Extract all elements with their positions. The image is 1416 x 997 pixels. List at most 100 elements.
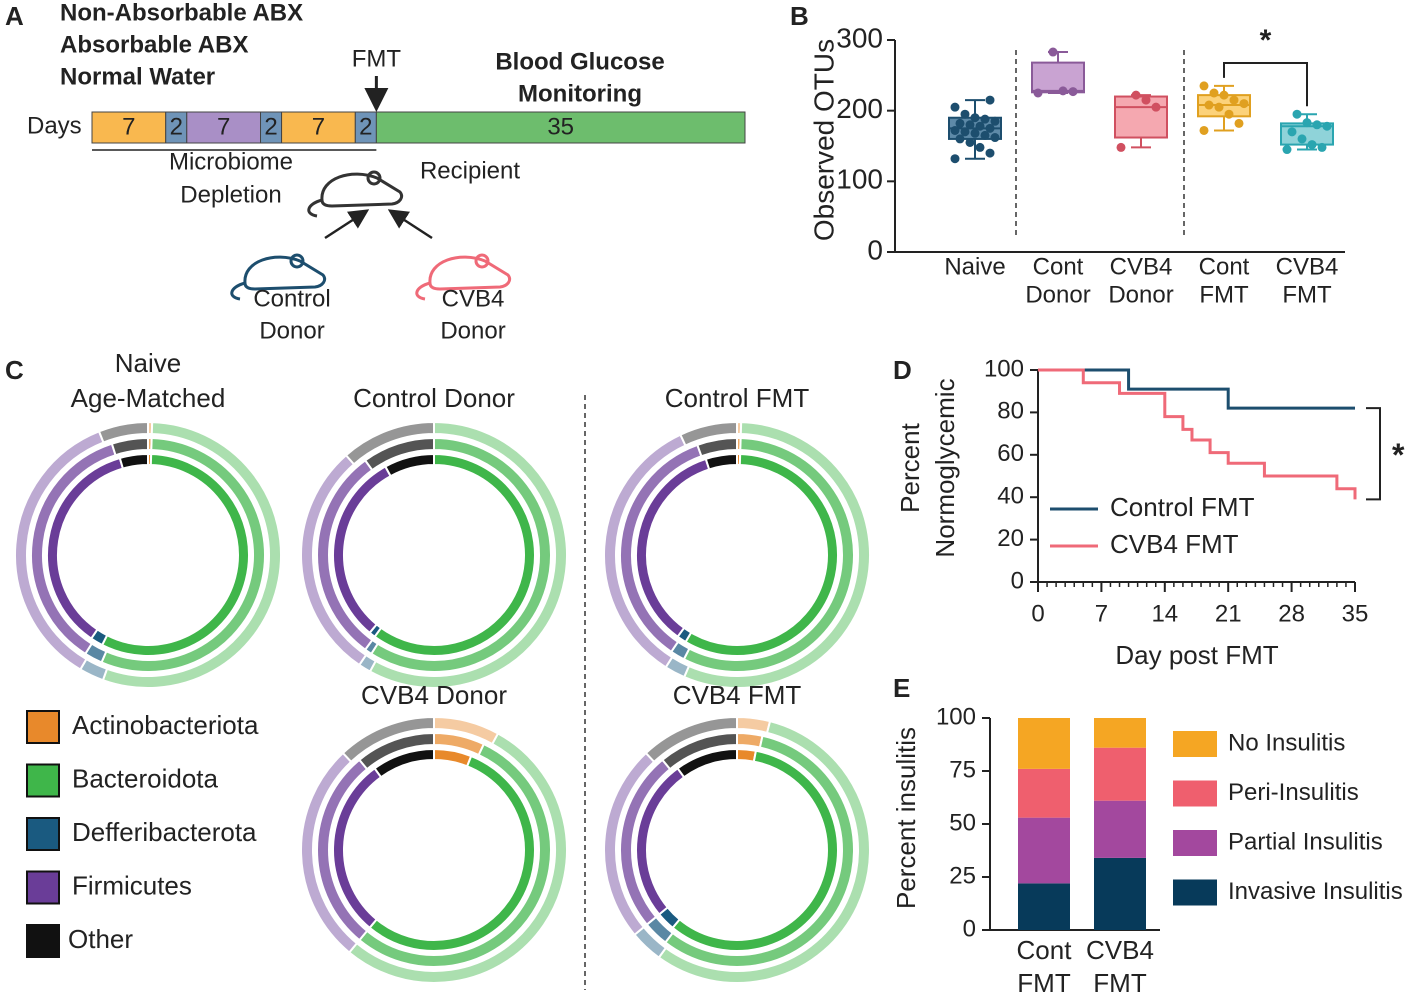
y-axis-label: Normoglycemic [930, 378, 960, 557]
donut-title: CVB4 Donor [361, 680, 507, 710]
donut-segment [644, 715, 738, 764]
y-tick-label: 300 [836, 22, 883, 53]
donut-segment [358, 731, 435, 771]
timeline-legend: Normal Water [60, 63, 215, 90]
donut-segment [696, 436, 738, 458]
donut-title: Naive [115, 348, 181, 378]
x-tick-label: 28 [1278, 600, 1305, 627]
y-tick-label: 200 [836, 93, 883, 124]
bar-segment [1094, 800, 1146, 858]
data-point [1224, 109, 1234, 119]
data-point [1322, 121, 1332, 131]
data-point [1033, 88, 1043, 98]
data-point [985, 123, 995, 133]
legend-swatch [26, 870, 60, 905]
x-tick-label: 0 [1031, 600, 1044, 627]
legend-label: Peri-Insulitis [1228, 779, 1359, 806]
data-point [1234, 118, 1244, 128]
data-point [1229, 95, 1239, 105]
data-point [1297, 134, 1307, 144]
data-point [975, 121, 985, 131]
data-point [970, 128, 980, 138]
timeline-segment [375, 111, 746, 144]
timeline-segment-label: 7 [312, 113, 325, 140]
x-axis-label: Day post FMT [1115, 640, 1278, 670]
data-point [965, 120, 975, 130]
panel-label: A [5, 1, 24, 31]
panel-label: B [790, 1, 809, 31]
data-point [1292, 109, 1302, 119]
x-tick-label: Naive [944, 253, 1005, 280]
donor-label: Donor [259, 317, 324, 344]
bar-segment [1018, 817, 1070, 884]
x-tick-label: 7 [1095, 600, 1108, 627]
x-tick-label: FMT [1199, 281, 1249, 308]
data-point [980, 130, 990, 140]
legend-label: Partial Insulitis [1228, 828, 1383, 855]
arrow [387, 209, 433, 240]
legend-swatch [1173, 879, 1217, 906]
data-point [1204, 100, 1214, 110]
bar-segment [1094, 718, 1146, 748]
donut-segment [110, 436, 149, 457]
donut-segment [97, 420, 149, 444]
donor-label: Control [253, 285, 330, 312]
bar-segment [1094, 857, 1146, 930]
x-tick-label: CVB4 [1086, 935, 1154, 965]
recipient-label: Recipient [420, 157, 520, 184]
control-mouse [230, 253, 327, 301]
data-point [955, 118, 965, 128]
arrow [324, 209, 370, 240]
survival-line [1038, 368, 1357, 500]
timeline-axis-label: Days [27, 112, 82, 139]
survival-line [1038, 368, 1355, 410]
bar-segment [1018, 768, 1070, 818]
legend-label: Other [68, 924, 133, 954]
donut-segment [363, 436, 435, 472]
data-point [1312, 120, 1322, 130]
monitoring-label: Blood Glucose [495, 48, 664, 75]
timeline-segment-label: 2 [170, 113, 183, 140]
data-point [1141, 95, 1151, 105]
data-point [950, 154, 960, 164]
depletion-label: Depletion [180, 181, 281, 208]
data-point [1282, 145, 1292, 155]
data-point [985, 148, 995, 158]
legend-swatch [1173, 780, 1217, 807]
x-tick-label: Donor [1025, 281, 1090, 308]
timeline-segment-label: 35 [547, 113, 574, 140]
data-point [1068, 87, 1078, 97]
data-point [975, 142, 985, 152]
timeline-legend: Non-Absorbable ABX [60, 0, 303, 26]
data-point [1048, 47, 1058, 57]
x-tick-label: Donor [1108, 281, 1173, 308]
significance-bracket [1223, 62, 1308, 107]
y-tick-label: 100 [936, 703, 976, 730]
donut-segment [736, 715, 772, 735]
data-point [965, 137, 975, 147]
data-point [1131, 90, 1141, 100]
data-point [1199, 125, 1209, 135]
x-tick-label: CVB4 [1276, 253, 1339, 280]
data-point [985, 95, 995, 105]
y-tick-label: 100 [836, 164, 883, 195]
depletion-label: Microbiome [169, 148, 293, 175]
legend-label: Invasive Insulitis [1228, 878, 1403, 905]
x-tick-label: 35 [1342, 600, 1369, 627]
y-axis-label: Percent [895, 422, 925, 512]
data-point [1302, 118, 1312, 128]
data-point [970, 113, 980, 123]
cvb4-mouse [415, 253, 512, 301]
monitoring-label: Monitoring [518, 80, 642, 107]
donut-segment [704, 452, 738, 471]
timeline-segment-label: 2 [359, 113, 372, 140]
x-tick-label: Cont [1017, 935, 1073, 965]
data-point [1058, 86, 1068, 96]
donut-title: Control Donor [353, 383, 515, 413]
x-tick-label: FMT [1282, 281, 1332, 308]
y-axis-label: Percent insulitis [891, 727, 921, 909]
x-tick-label: FMT [1093, 968, 1147, 997]
legend-swatch [26, 710, 60, 744]
data-point [1287, 127, 1297, 137]
